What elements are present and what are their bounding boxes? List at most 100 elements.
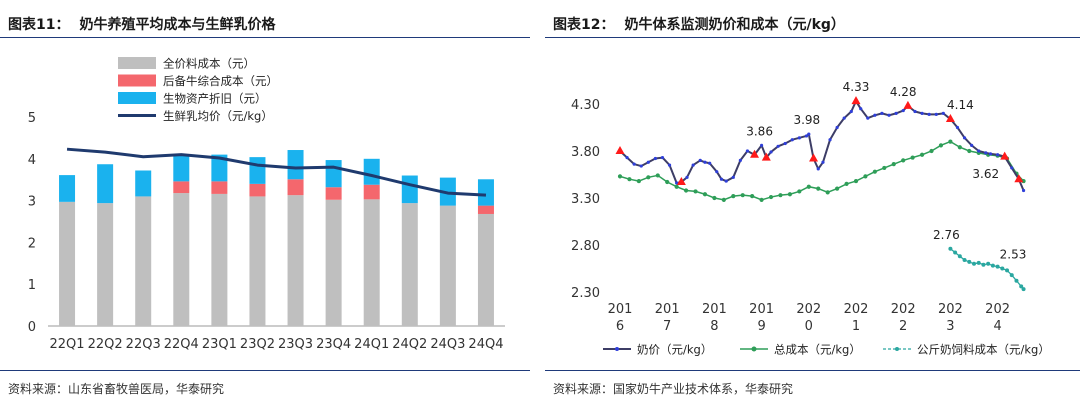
x-tick-label: 22Q4 — [164, 337, 199, 352]
y-tick-label: 3 — [28, 195, 36, 210]
feed-cost-per-kg-point — [990, 263, 995, 268]
legend-swatch — [118, 57, 156, 69]
milk-price-point — [977, 149, 981, 153]
x-tick-label-second-line: 8 — [710, 319, 718, 334]
bar-reserve-cost — [173, 181, 190, 194]
feed-cost-per-kg-point — [972, 261, 976, 266]
left-figure-label: 图表11： — [8, 17, 70, 33]
feed-cost-per-kg-point — [948, 246, 953, 251]
milk-price-point — [639, 164, 643, 168]
x-tick-label: 201 — [749, 302, 774, 317]
legend-label: 奶价（元/kg） — [637, 343, 712, 357]
milk-price-point — [776, 144, 780, 148]
milk-price-point — [894, 111, 898, 115]
bar-depreciation — [401, 175, 418, 204]
milk-price-point — [859, 107, 863, 111]
x-tick-label: 24Q4 — [468, 337, 503, 352]
feed-cost-per-kg-point — [953, 250, 958, 255]
milk-price-point — [646, 160, 650, 164]
milk-price-marker — [851, 96, 861, 105]
value-annotation: 3.62 — [972, 167, 999, 181]
milk-price-point — [962, 136, 967, 140]
milk-price-point — [685, 175, 689, 179]
total-cost-point — [825, 190, 830, 195]
bar-feed-cost — [477, 213, 494, 326]
milk-price-point — [738, 158, 742, 162]
total-cost-point — [683, 188, 689, 193]
bar-feed-cost — [439, 205, 456, 326]
milk-price-marker — [1000, 151, 1010, 160]
total-cost-line — [619, 140, 1025, 201]
legend-label: 生物资产折旧（元） — [163, 92, 267, 106]
x-tick-label: 202 — [938, 302, 963, 317]
milk-price-point — [835, 125, 839, 130]
milk-price-point — [955, 125, 960, 130]
feed-cost-per-kg-point — [1000, 266, 1005, 271]
right-bottom-rule — [545, 370, 1080, 371]
total-cost-point — [721, 197, 726, 202]
milk-price-point — [927, 112, 931, 116]
total-cost-point — [816, 186, 821, 191]
x-tick-label: 202 — [796, 302, 821, 317]
total-cost-point — [646, 175, 651, 180]
value-annotation: 2.53 — [1000, 247, 1027, 261]
total-cost-point — [636, 178, 641, 184]
milk-price-point — [632, 162, 636, 166]
total-cost-point — [901, 158, 906, 163]
x-tick-label: 24Q2 — [392, 337, 427, 352]
x-tick-label-second-line: 0 — [805, 319, 813, 334]
raw-milk-price-line — [66, 147, 487, 197]
total-cost-point — [731, 194, 736, 199]
total-cost-point — [957, 145, 962, 150]
bar-reserve-cost — [363, 184, 380, 200]
legend-label: 总成本（元/kg） — [774, 343, 861, 357]
total-cost-point — [740, 193, 745, 198]
bar-reserve-cost — [249, 183, 266, 197]
x-tick-label-second-line: 9 — [757, 319, 765, 334]
feed-cost-per-kg-point — [976, 260, 981, 265]
x-tick-label: 22Q3 — [126, 337, 161, 352]
legend-swatch — [118, 92, 156, 104]
total-cost-point — [853, 178, 859, 184]
feed-cost-per-kg-point — [1009, 273, 1014, 278]
y-tick-label: 3.30 — [571, 192, 600, 207]
bar-depreciation — [363, 158, 380, 185]
total-cost-point — [617, 174, 623, 179]
milk-price-point — [866, 116, 870, 120]
x-tick-label-second-line: 4 — [993, 319, 1001, 334]
total-cost-point — [806, 184, 811, 189]
left-panel: 图表11： 奶牛养殖平均成本与生鲜乳价格 0 1 2 3 4 5 22Q1 22Q2 22Q3 22… — [0, 0, 530, 408]
milk-price-point — [703, 160, 707, 164]
bar-feed-cost — [287, 195, 304, 326]
total-cost-point — [938, 143, 944, 148]
x-tick-label: 202 — [891, 302, 916, 317]
milk-price-marker — [750, 149, 760, 158]
total-cost-point — [627, 177, 632, 182]
legend-label: 公斤奶饲料成本（元/kg） — [917, 343, 1050, 357]
value-annotation: 4.33 — [843, 80, 870, 94]
milk-price-marker — [761, 152, 771, 161]
total-cost-point — [919, 152, 925, 157]
y-tick-label: 4 — [28, 153, 36, 168]
bar-reserve-cost — [325, 187, 342, 200]
milk-price-point — [745, 149, 750, 153]
milk-price-point — [769, 150, 773, 154]
bar-feed-cost — [135, 196, 152, 326]
value-annotation: 4.28 — [890, 85, 917, 99]
total-cost-point — [882, 165, 887, 171]
right-top-rule — [545, 37, 1080, 38]
milk-price-point — [821, 160, 825, 164]
milk-price-marker — [945, 114, 955, 123]
milk-price-point — [804, 134, 809, 138]
bar-depreciation — [249, 157, 266, 184]
right-chart-title: 奶牛体系监测奶价和成本（元/kg） — [624, 17, 845, 33]
milk-price-point — [941, 111, 945, 115]
total-cost-point — [674, 184, 679, 189]
feed-cost-per-kg-point — [995, 264, 1000, 269]
left-source: 资料来源：山东省畜牧兽医局，华泰研究 — [8, 382, 225, 396]
feed-cost-per-kg-point — [967, 259, 972, 264]
milk-price-point — [691, 163, 695, 167]
milk-price-point — [724, 179, 728, 183]
milk-price-point — [970, 143, 974, 147]
